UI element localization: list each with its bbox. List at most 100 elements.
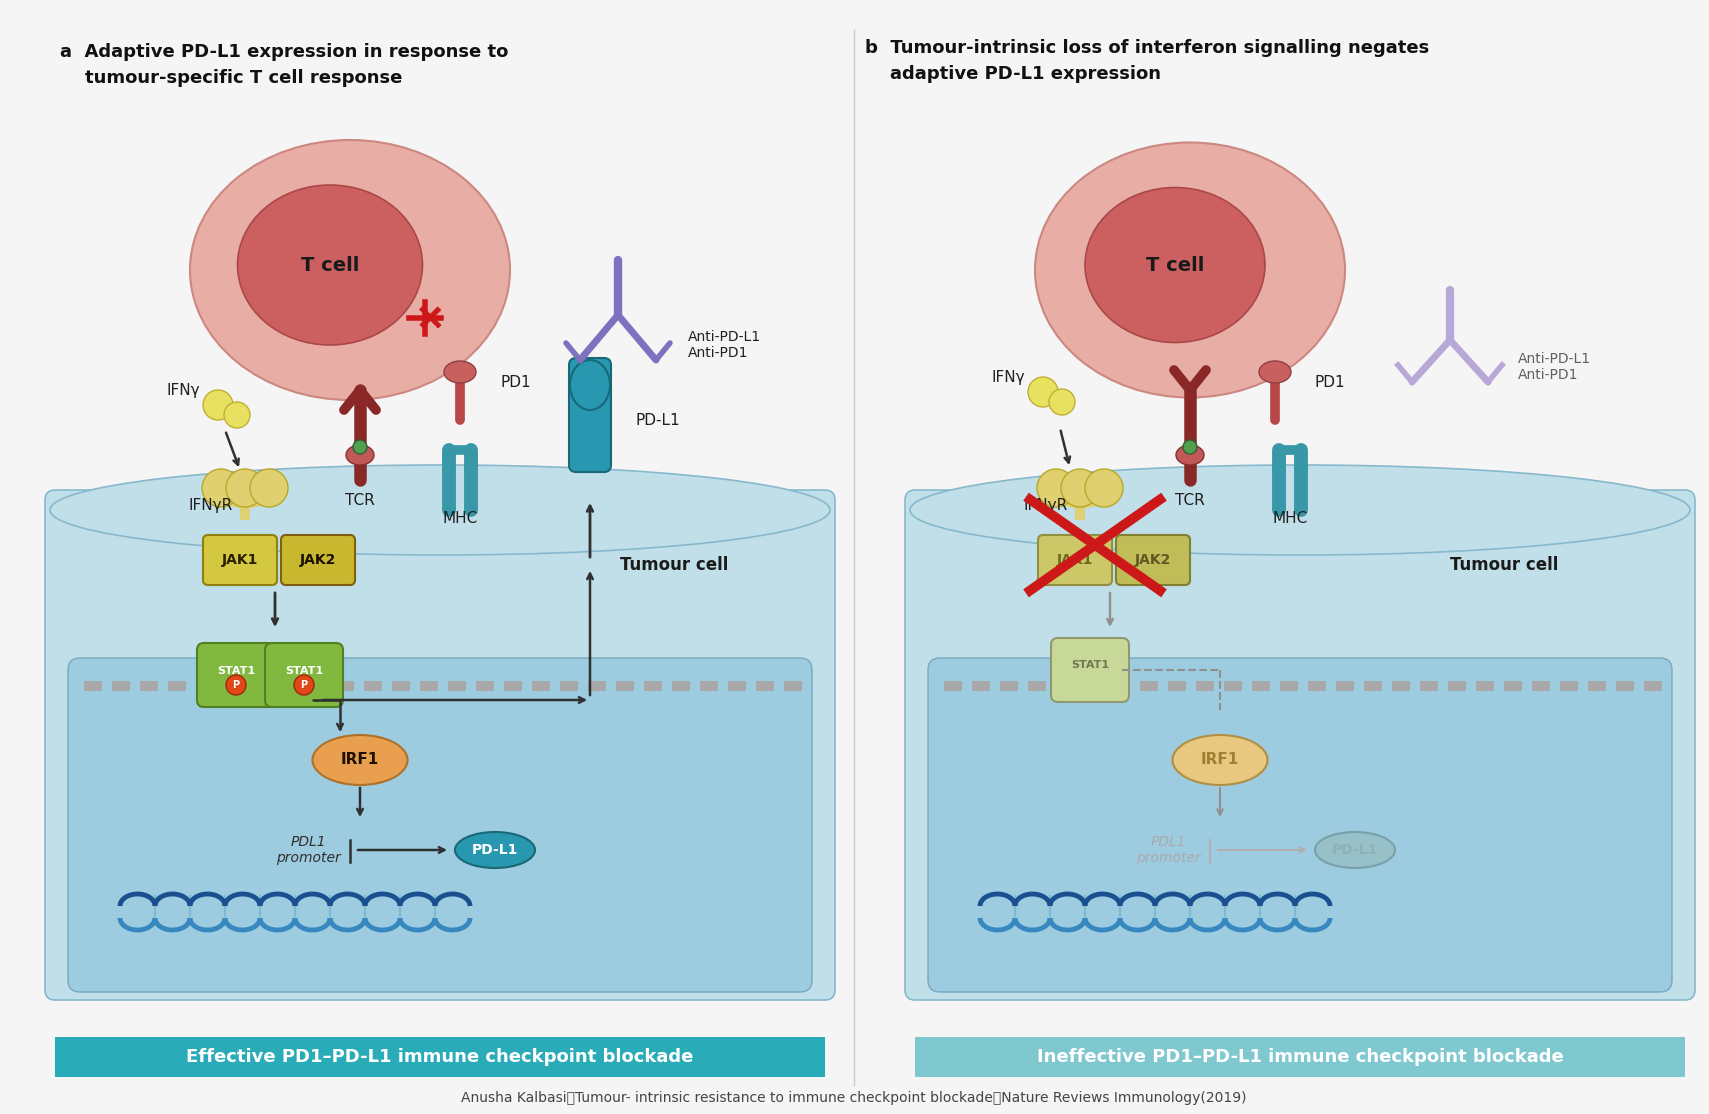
Text: MHC: MHC bbox=[1273, 510, 1307, 526]
Circle shape bbox=[226, 675, 246, 695]
FancyBboxPatch shape bbox=[197, 643, 275, 707]
Text: STAT1: STAT1 bbox=[217, 666, 255, 676]
FancyBboxPatch shape bbox=[364, 681, 383, 691]
Ellipse shape bbox=[1176, 444, 1205, 465]
FancyBboxPatch shape bbox=[906, 490, 1695, 1000]
Text: TCR: TCR bbox=[1176, 492, 1205, 508]
Text: Ineffective PD1–PD-L1 immune checkpoint blockade: Ineffective PD1–PD-L1 immune checkpoint … bbox=[1037, 1048, 1564, 1066]
Text: IFNγR: IFNγR bbox=[188, 498, 232, 512]
Text: IFNγR: IFNγR bbox=[1024, 498, 1068, 512]
Ellipse shape bbox=[1172, 735, 1268, 785]
Circle shape bbox=[224, 402, 250, 428]
Circle shape bbox=[250, 469, 289, 507]
FancyBboxPatch shape bbox=[644, 681, 661, 691]
Ellipse shape bbox=[1314, 832, 1395, 868]
FancyBboxPatch shape bbox=[1588, 681, 1606, 691]
FancyBboxPatch shape bbox=[1280, 681, 1299, 691]
FancyBboxPatch shape bbox=[203, 535, 277, 585]
Text: Tumour cell: Tumour cell bbox=[620, 556, 728, 574]
Circle shape bbox=[203, 390, 232, 420]
FancyBboxPatch shape bbox=[1196, 681, 1213, 691]
Ellipse shape bbox=[50, 465, 831, 555]
FancyBboxPatch shape bbox=[1617, 681, 1634, 691]
FancyBboxPatch shape bbox=[1420, 681, 1437, 691]
FancyBboxPatch shape bbox=[391, 681, 410, 691]
Circle shape bbox=[1029, 377, 1058, 407]
Text: PD-L1: PD-L1 bbox=[472, 843, 518, 857]
FancyBboxPatch shape bbox=[1253, 681, 1270, 691]
FancyBboxPatch shape bbox=[972, 681, 990, 691]
Text: PDL1: PDL1 bbox=[291, 836, 326, 849]
Ellipse shape bbox=[313, 735, 407, 785]
FancyBboxPatch shape bbox=[1307, 681, 1326, 691]
Text: Anti-PD1: Anti-PD1 bbox=[1518, 368, 1579, 382]
FancyBboxPatch shape bbox=[1504, 681, 1523, 691]
FancyBboxPatch shape bbox=[701, 681, 718, 691]
Text: TCR: TCR bbox=[345, 492, 374, 508]
Text: Effective PD1–PD-L1 immune checkpoint blockade: Effective PD1–PD-L1 immune checkpoint bl… bbox=[186, 1048, 694, 1066]
FancyBboxPatch shape bbox=[1364, 681, 1383, 691]
FancyBboxPatch shape bbox=[1560, 681, 1577, 691]
FancyBboxPatch shape bbox=[337, 681, 354, 691]
Text: adaptive PD-L1 expression: adaptive PD-L1 expression bbox=[865, 65, 1160, 84]
Ellipse shape bbox=[345, 444, 374, 465]
FancyBboxPatch shape bbox=[55, 1037, 825, 1077]
Text: Anti-PD1: Anti-PD1 bbox=[689, 346, 749, 360]
FancyBboxPatch shape bbox=[1051, 638, 1130, 702]
FancyBboxPatch shape bbox=[728, 681, 747, 691]
Text: JAK2: JAK2 bbox=[299, 553, 337, 567]
Text: +: + bbox=[403, 287, 456, 342]
FancyBboxPatch shape bbox=[755, 681, 774, 691]
FancyBboxPatch shape bbox=[1448, 681, 1466, 691]
FancyBboxPatch shape bbox=[672, 681, 690, 691]
Text: PD-L1: PD-L1 bbox=[636, 412, 680, 428]
FancyBboxPatch shape bbox=[251, 681, 270, 691]
Text: T cell: T cell bbox=[1145, 255, 1205, 274]
FancyBboxPatch shape bbox=[1393, 681, 1410, 691]
Text: promoter: promoter bbox=[275, 851, 340, 864]
FancyBboxPatch shape bbox=[1140, 681, 1159, 691]
FancyBboxPatch shape bbox=[224, 681, 243, 691]
Text: IFNγ: IFNγ bbox=[991, 370, 1025, 385]
Circle shape bbox=[202, 469, 239, 507]
FancyBboxPatch shape bbox=[167, 681, 186, 691]
FancyBboxPatch shape bbox=[615, 681, 634, 691]
Text: PDL1: PDL1 bbox=[1150, 836, 1186, 849]
Text: a  Adaptive PD-L1 expression in response to: a Adaptive PD-L1 expression in response … bbox=[60, 43, 508, 61]
FancyBboxPatch shape bbox=[68, 658, 812, 991]
FancyBboxPatch shape bbox=[1644, 681, 1661, 691]
FancyBboxPatch shape bbox=[280, 535, 355, 585]
FancyBboxPatch shape bbox=[943, 681, 962, 691]
FancyBboxPatch shape bbox=[1116, 535, 1189, 585]
Text: IRF1: IRF1 bbox=[1201, 752, 1239, 768]
Text: JAK1: JAK1 bbox=[222, 553, 258, 567]
Text: P: P bbox=[232, 680, 239, 690]
FancyBboxPatch shape bbox=[44, 490, 836, 1000]
Text: T cell: T cell bbox=[301, 255, 359, 274]
Text: PD1: PD1 bbox=[501, 374, 530, 390]
Text: MHC: MHC bbox=[443, 510, 477, 526]
FancyBboxPatch shape bbox=[1029, 681, 1046, 691]
FancyBboxPatch shape bbox=[1167, 681, 1186, 691]
FancyBboxPatch shape bbox=[784, 681, 802, 691]
FancyBboxPatch shape bbox=[561, 681, 578, 691]
Text: STAT1: STAT1 bbox=[1072, 659, 1109, 670]
Text: Anusha Kalbasi，Tumour- intrinsic resistance to immune checkpoint blockade，Nature: Anusha Kalbasi，Tumour- intrinsic resista… bbox=[461, 1091, 1248, 1105]
Circle shape bbox=[1049, 389, 1075, 416]
Text: Anti-PD-L1: Anti-PD-L1 bbox=[1518, 352, 1591, 367]
Text: Anti-PD-L1: Anti-PD-L1 bbox=[689, 330, 761, 344]
FancyBboxPatch shape bbox=[308, 681, 326, 691]
Ellipse shape bbox=[909, 465, 1690, 555]
FancyBboxPatch shape bbox=[265, 643, 344, 707]
FancyBboxPatch shape bbox=[928, 658, 1671, 991]
Circle shape bbox=[354, 440, 367, 455]
Circle shape bbox=[226, 469, 263, 507]
FancyBboxPatch shape bbox=[477, 681, 494, 691]
FancyBboxPatch shape bbox=[113, 681, 130, 691]
Circle shape bbox=[294, 675, 314, 695]
FancyBboxPatch shape bbox=[1224, 681, 1242, 691]
Ellipse shape bbox=[1036, 143, 1345, 398]
FancyBboxPatch shape bbox=[420, 681, 438, 691]
Text: Tumour cell: Tumour cell bbox=[1449, 556, 1559, 574]
Text: PD1: PD1 bbox=[1314, 374, 1345, 390]
